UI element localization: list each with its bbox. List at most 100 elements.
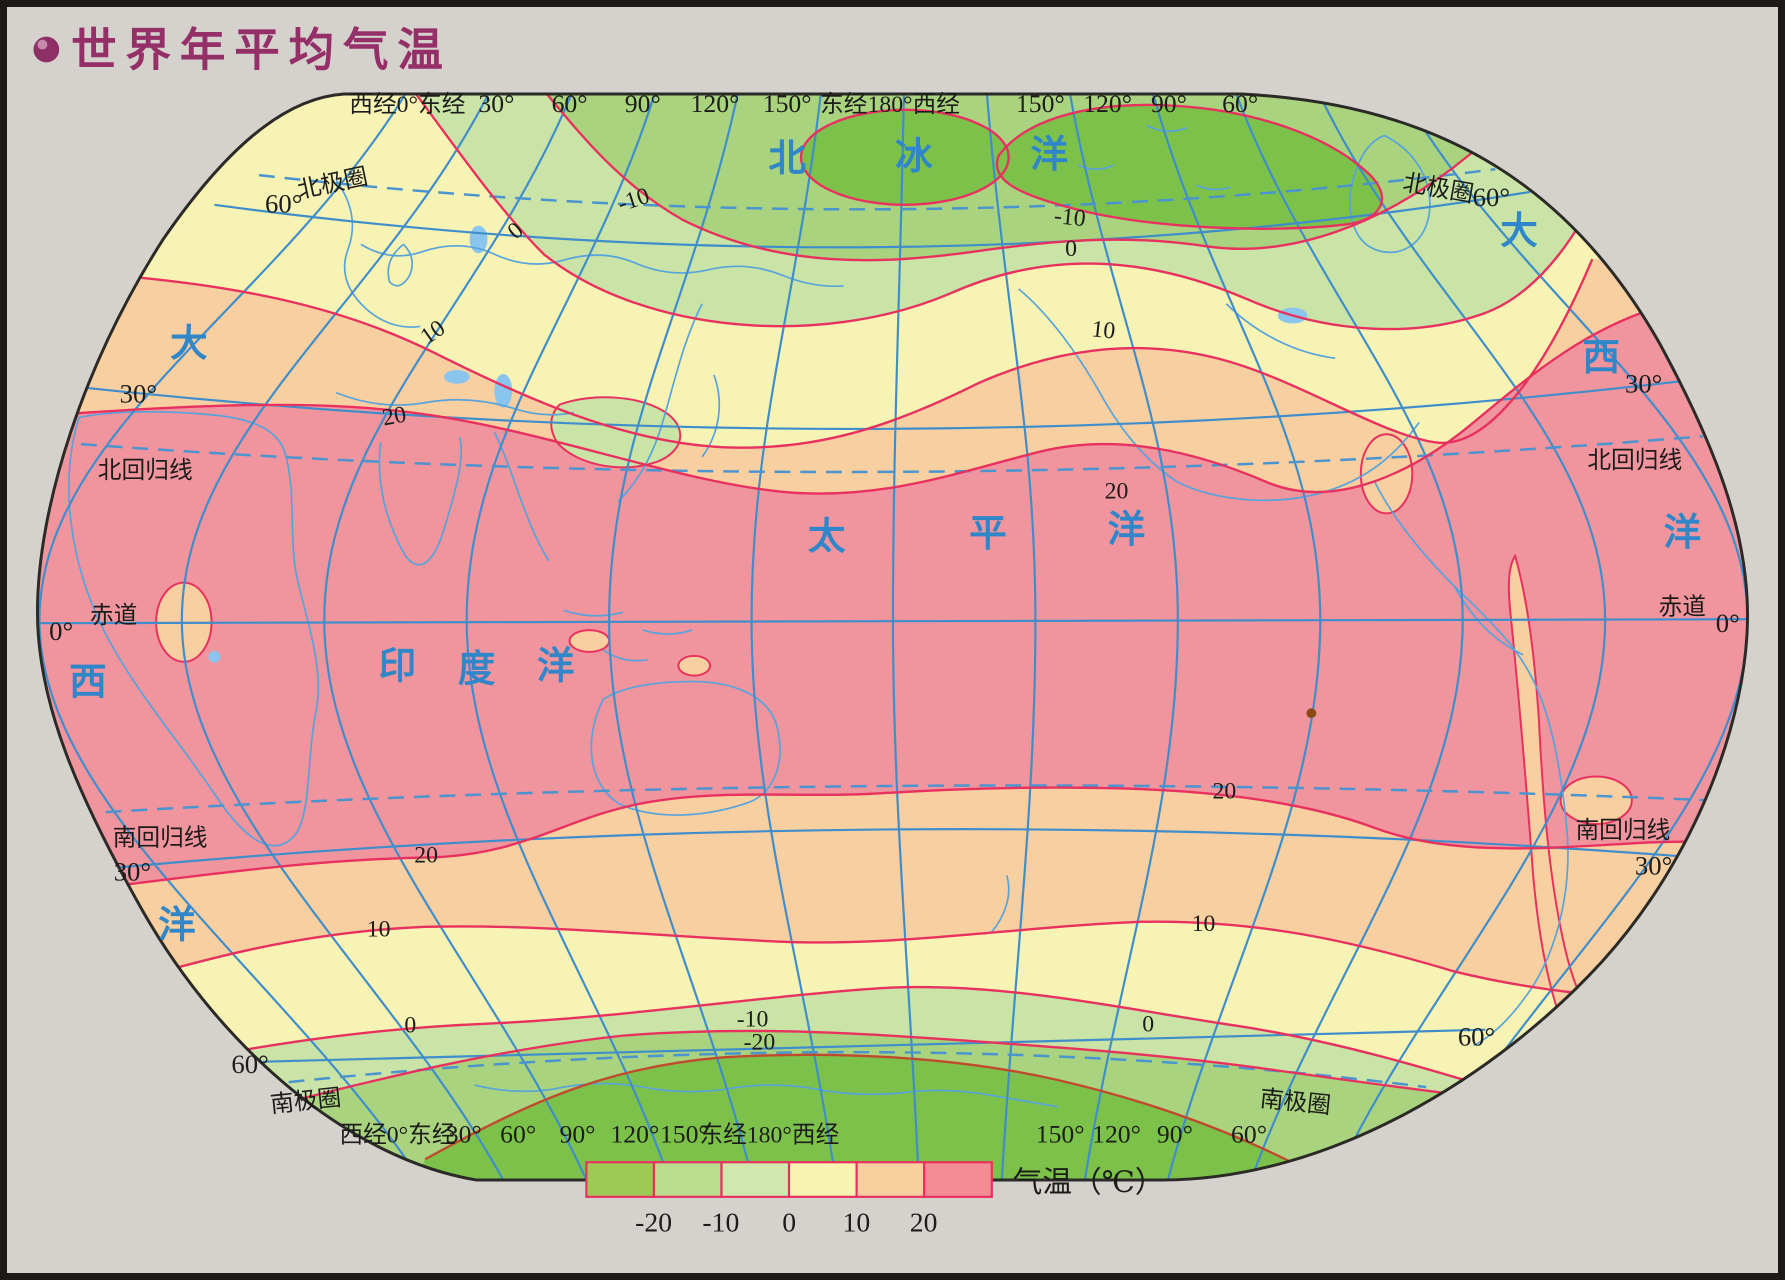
top-longitude-labels: 西经0°东经 30° 60° 90° 120° 150° 东经180°西经 15…: [349, 89, 1258, 118]
graticule: [38, 94, 1748, 1181]
top-lon-label: 30°: [478, 89, 514, 118]
lat-30s-label: 30°: [1635, 850, 1672, 880]
isotherm-label: 0: [404, 1013, 416, 1039]
isotherm-0-north: [394, 94, 1619, 331]
parallel-60s: [239, 1028, 1486, 1064]
map-labels: 西经0°东经 30° 60° 90° 120° 150° 东经180°西经 15…: [49, 89, 1740, 1149]
band-peach-south: [37, 787, 1748, 1006]
parallel-30s: [95, 828, 1699, 871]
legend-swatch: [720, 1161, 791, 1198]
bottom-lon-label: 西经0°东经: [339, 1121, 455, 1148]
coast-southeast-asia: [493, 431, 693, 662]
isotherm-label: 0: [1142, 1012, 1154, 1038]
title-bullet-highlight: [37, 39, 48, 50]
bottom-lon-label: 150°: [1036, 1119, 1085, 1148]
tropic-cancer-label: 北回归线: [98, 457, 193, 484]
isotherm-10-south: [78, 920, 1748, 1003]
coast-mediterranean: [335, 391, 574, 416]
tropic-cancer-label: 北回归线: [1587, 447, 1682, 474]
legend-tick-label: 20: [910, 1206, 938, 1237]
right-edge-labels: 北极圈 60° 30° 北回归线 赤道 0° 南回归线 30° 60° 南极圈: [1259, 169, 1740, 1119]
equator-label: 赤道: [90, 602, 137, 629]
isotherm-label: -10: [1053, 203, 1087, 232]
meridian-line: [38, 94, 422, 1181]
lat-30s-label: 30°: [114, 856, 151, 886]
top-lon-label: 120°: [1083, 89, 1132, 118]
coast-new-zealand: [990, 875, 1010, 934]
legend-swatch: [585, 1161, 656, 1198]
arctic-ocean-char: 北: [768, 137, 806, 179]
bottom-longitude-labels: 西经0°东经 30° 60° 90° 120° 150° 东经180°西经 15…: [339, 1119, 1267, 1148]
legend-tick-label: 0: [782, 1206, 796, 1237]
tropic-capricorn-label: 南回归线: [113, 825, 208, 852]
patch-brazil: [1559, 775, 1633, 825]
tropic-of-cancer-line: [80, 435, 1704, 474]
legend-swatches: [585, 1161, 993, 1198]
legend-tick-label: 10: [843, 1206, 871, 1237]
isotherm-label: 10: [1090, 316, 1116, 344]
bottom-lon-label: 90°: [1157, 1119, 1193, 1148]
legend-tick-label: -20: [635, 1206, 672, 1237]
isotherm-label: -10: [737, 1007, 769, 1033]
lat-30n-label: 30°: [1625, 369, 1662, 399]
band-darkgreen-siberia-blob: [801, 109, 1009, 205]
pacific-ocean-char: 太: [808, 515, 846, 557]
top-lon-label: 150°: [763, 89, 812, 118]
legend: -20 -10 0 10 20 气温（℃）: [585, 1161, 1165, 1237]
indian-ocean-char: 印: [379, 645, 417, 687]
bottom-lon-label: 30°: [446, 1119, 482, 1148]
equator-label: 赤道: [1659, 593, 1706, 620]
bottom-lon-label: 东经180°西经: [699, 1121, 839, 1148]
lat-30n-label: 30°: [120, 379, 157, 409]
pacific-ocean-char: 平: [969, 512, 1007, 554]
isotherm-label: 10: [1192, 911, 1216, 937]
coast-japan: [701, 374, 721, 458]
patch-newguinea: [568, 629, 611, 653]
meridian-line: [465, 94, 671, 1181]
coast-europe: [335, 179, 421, 328]
legend-swatch: [923, 1161, 993, 1198]
legend-swatch: [787, 1161, 858, 1198]
coast-arctic-islands: [1077, 124, 1231, 191]
patch-sulawesi: [677, 654, 712, 677]
isotherm-minus20-blob-siberia: [799, 108, 1010, 206]
meridian-line: [180, 94, 505, 1181]
page-title: 世界年平均气温: [71, 24, 452, 75]
tropic-capricorn-label: 南回归线: [1575, 817, 1670, 844]
parallel-60n: [214, 190, 1531, 249]
coastlines: [68, 124, 1569, 1108]
tropic-of-capricorn-line: [105, 784, 1709, 814]
map-speck: [1306, 708, 1317, 719]
top-lon-label: 150°: [1016, 89, 1065, 118]
atlantic-west-char: 洋: [158, 904, 196, 946]
isotherm-label: 20: [380, 402, 408, 432]
band-pink-tropics: [37, 298, 1748, 898]
lat-60s-label: 60°: [1458, 1022, 1495, 1052]
top-lon-label: 90°: [625, 89, 661, 118]
isotherm-minus10-north: [523, 94, 1559, 262]
band-peach-north: [37, 254, 1748, 494]
isotherm-20-south: [64, 786, 1748, 894]
atlantic-west-char: 大: [170, 322, 208, 364]
lat-60n-label: 60°: [1473, 182, 1510, 212]
meridian-line: [608, 94, 754, 1181]
map: 西经0°东经 30° 60° 90° 120° 150° 东经180°西经 15…: [35, 89, 1750, 1182]
top-lon-label: 东经180°西经: [820, 91, 960, 118]
atlantic-east-char: 大: [1500, 209, 1538, 251]
coast-india: [378, 437, 463, 566]
isotherm-20-north: [37, 298, 1748, 495]
coast-arctic-russia: [360, 243, 844, 288]
lake-victoria: [208, 650, 221, 663]
legend-swatch: [652, 1161, 723, 1198]
patch-mexico: [1359, 433, 1414, 515]
isotherm-10-north: [98, 258, 1594, 449]
isotherm-label: 20: [1105, 479, 1129, 505]
legend-ticks: -20 -10 0 10 20: [635, 1206, 937, 1237]
lat-0-label: 0°: [1716, 608, 1740, 638]
title-bullet-icon: [33, 36, 60, 63]
atlantic-west-char: 西: [69, 660, 107, 702]
legend-title: 气温（℃）: [1013, 1166, 1165, 1199]
isotherm-minus20-blob-canada: [995, 103, 1384, 230]
lat-60n-label: 60°: [265, 189, 302, 219]
bottom-lon-label: 90°: [559, 1119, 595, 1148]
